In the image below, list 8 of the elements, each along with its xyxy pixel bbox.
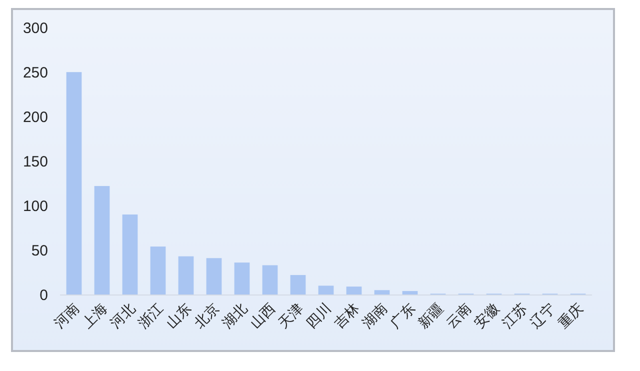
y-tick-label: 250 xyxy=(22,64,48,82)
y-tick-label: 300 xyxy=(22,20,48,37)
y-tick-label: 100 xyxy=(22,198,48,215)
y-tick-label: 0 xyxy=(40,287,48,304)
y-tick-label: 150 xyxy=(22,154,48,170)
x-tick-label: 重庆 xyxy=(556,300,587,332)
y-tick-label: 200 xyxy=(22,109,48,126)
y-tick-label: 50 xyxy=(31,242,48,260)
